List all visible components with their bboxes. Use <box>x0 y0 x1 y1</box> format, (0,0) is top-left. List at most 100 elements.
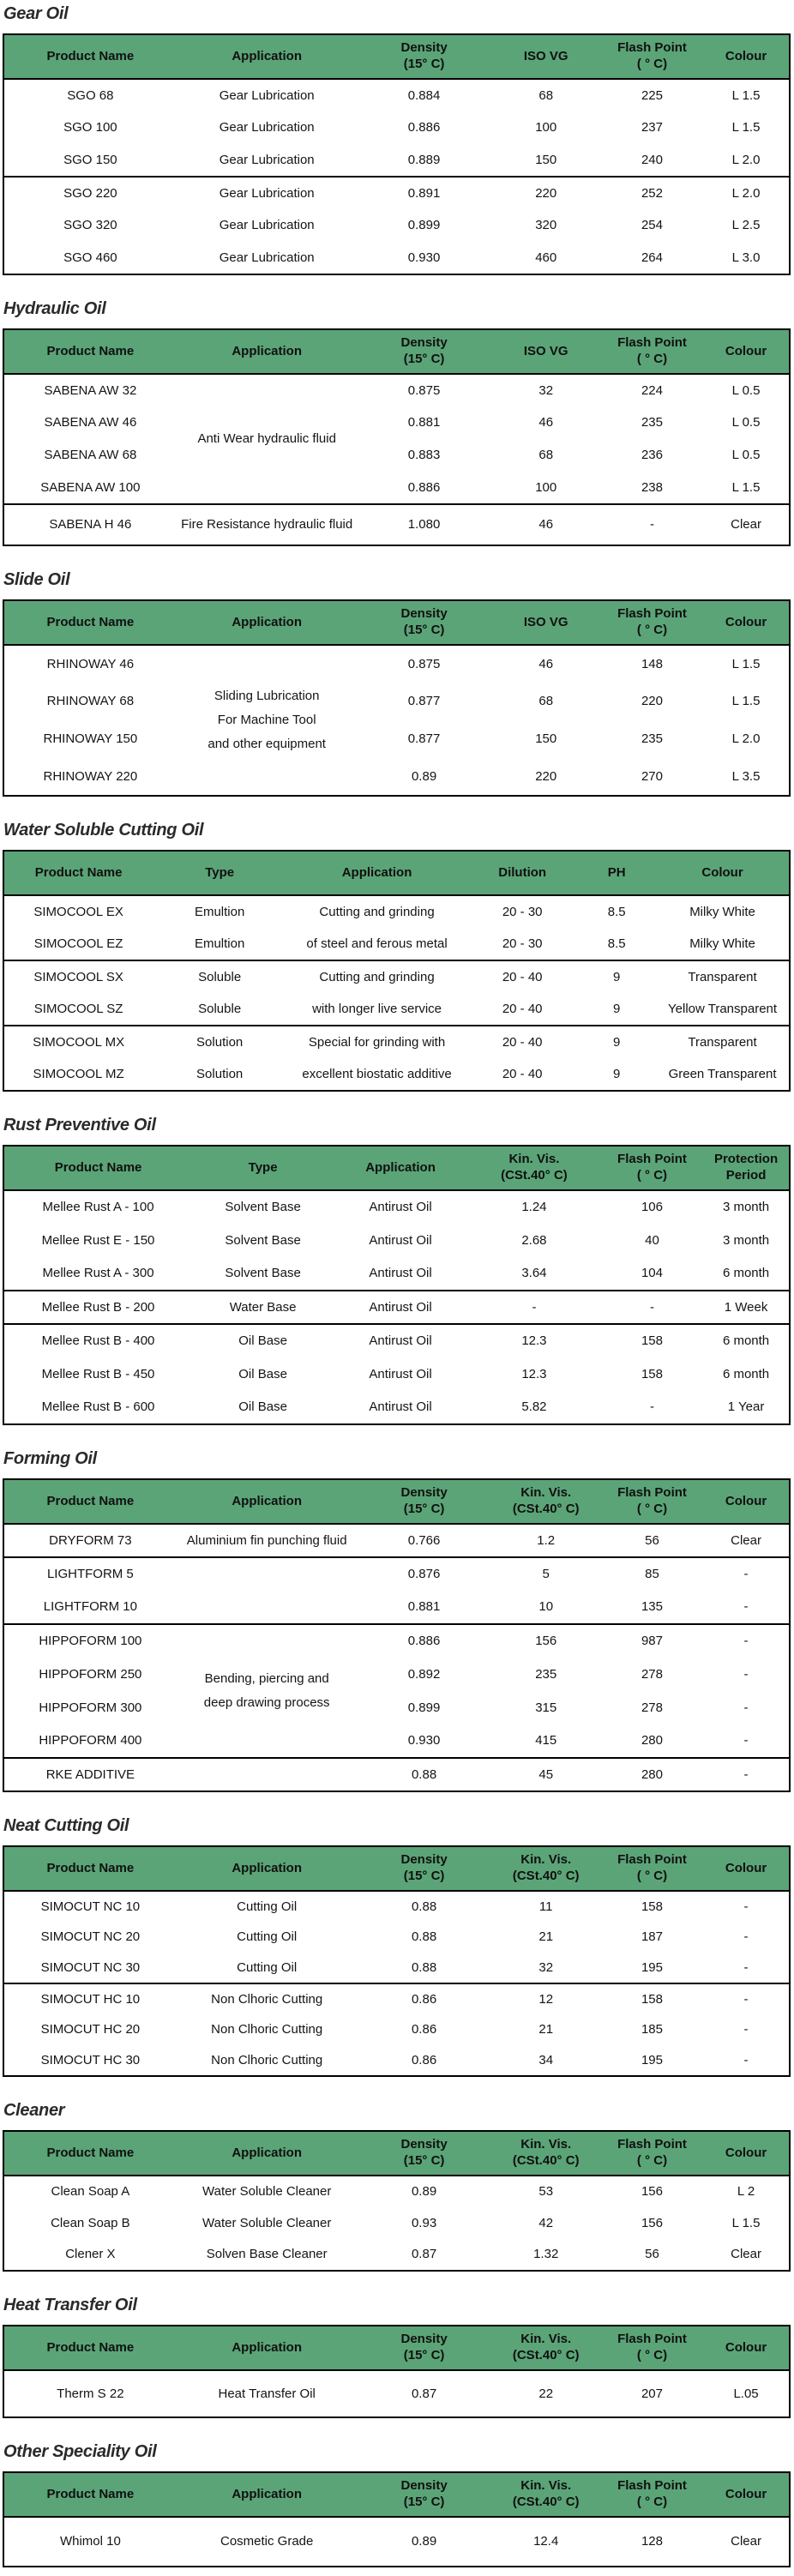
value-cell: 235 <box>641 415 663 430</box>
product-name-cell: SIMOCOOL EX <box>33 904 123 919</box>
table-row: RHINOWAY 220 0.89 220 270 L 3.5 <box>3 758 790 796</box>
value-cell: 158 <box>641 1366 663 1381</box>
product-name-cell: RHINOWAY 220 <box>43 768 138 784</box>
value-cell: Antirust Oil <box>369 1399 432 1415</box>
sections-container: Gear Oil Product Name Application Density (… <box>3 4 791 2567</box>
value-cell: 238 <box>600 472 704 505</box>
value-cell: 0.86 <box>411 1991 437 2007</box>
product-name-cell: SGO 150 <box>3 144 177 178</box>
value-cell <box>177 1557 358 1591</box>
value-cell: 0.892 <box>407 1666 441 1682</box>
section: Water Soluble Cutting Oil Product Name Typ… <box>3 821 791 1092</box>
value-cell: - <box>467 1291 601 1325</box>
value-cell: of steel and ferous metal <box>286 928 467 961</box>
value-cell: - <box>743 1700 749 1715</box>
value-cell: 987 <box>641 1634 663 1649</box>
value-cell: Antirust Oil <box>369 1232 432 1248</box>
value-cell: 0.876 <box>407 1567 441 1582</box>
data-table: Product Name Type Application Dilution PH Col… <box>3 850 791 1092</box>
value-cell: 0.89 <box>411 2534 437 2549</box>
table-row: SGO 100 Gear Lubrication 0.886 100 237 L 1.5 <box>3 111 790 144</box>
column-header: Flash Point ( ° C) <box>600 2326 704 2371</box>
value-cell: 85 <box>645 1567 659 1582</box>
column-header: Flash Point ( ° C) <box>600 1479 704 1525</box>
product-name-cell: Mellee Rust B - 600 <box>41 1399 155 1415</box>
column-header: Application <box>176 2131 358 2176</box>
column-header: Product Name <box>3 1846 177 1892</box>
column-header: Product Name <box>3 600 177 646</box>
product-name-cell: Mellee Rust B - 450 <box>41 1366 155 1381</box>
value-cell: 0.89 <box>411 768 437 784</box>
product-name-cell: Therm S 22 <box>57 2386 124 2401</box>
value-cell: 135 <box>600 1591 704 1625</box>
value-cell: with longer live service <box>286 993 467 1026</box>
value-cell: 0.886 <box>407 120 441 135</box>
value-cell: - <box>743 1929 749 1945</box>
data-table: Product Name Application Density (15° C) Ki… <box>3 1478 791 1792</box>
section: Forming Oil Product Name Application Densit… <box>3 1449 791 1792</box>
product-name-cell: Clean Soap B <box>51 2215 130 2230</box>
value-cell: 235 <box>641 731 663 747</box>
table-row: SIMOCOOL SX Soluble Cutting and grinding 20… <box>3 960 790 993</box>
value-cell: 46 <box>538 656 554 671</box>
column-header: ISO VG <box>490 600 601 646</box>
product-name-cell: SIMOCOOL MX <box>33 1034 125 1050</box>
value-cell: 100 <box>535 120 557 135</box>
column-header: ISO VG <box>490 34 601 80</box>
product-name-cell: RHINOWAY 68 <box>46 694 135 709</box>
value-cell: 3 month <box>722 1200 770 1215</box>
product-name-cell: RHINOWAY 46 <box>46 656 135 671</box>
product-name-cell: SABENA AW 46 <box>44 415 137 430</box>
column-header: Application <box>176 1846 358 1892</box>
product-name-cell: Mellee Rust B - 400 <box>41 1333 155 1349</box>
value-cell: Water Base <box>192 1291 334 1325</box>
product-name-cell: SGO 460 <box>63 250 117 265</box>
value-cell: - <box>600 1291 704 1325</box>
value-cell: 148 <box>641 656 663 671</box>
value-cell: 158 <box>641 1899 663 1914</box>
column-header: Application <box>176 2472 358 2518</box>
value-cell: Yellow Transparent <box>656 993 790 1026</box>
product-name-cell: Clener X <box>65 2247 116 2262</box>
product-name-cell: LIGHTFORM 5 <box>46 1567 134 1582</box>
value-cell: 11 <box>538 1899 553 1914</box>
table-row: Mellee Rust A - 100 Solvent Base Antirust … <box>3 1190 790 1224</box>
column-header: Colour <box>703 1846 790 1892</box>
table-row: RHINOWAY 150 0.877 150 235 L 2.0 <box>3 720 790 758</box>
value-cell: Clear <box>731 2534 761 2549</box>
value-cell: 6 month <box>722 1366 770 1381</box>
table-row: Therm S 22 Heat Transfer Oil 0.87 22 207 L.05 <box>3 2370 790 2417</box>
value-cell: L 1.5 <box>703 472 790 505</box>
column-header: Product Name <box>3 34 177 80</box>
column-header: Product Name <box>3 1146 193 1191</box>
value-cell: Oil Base <box>238 1366 287 1381</box>
value-cell: L 1.5 <box>731 656 761 671</box>
value-cell: 12.3 <box>521 1333 547 1349</box>
value-cell: 156 <box>641 2215 663 2230</box>
value-cell: 20 - 30 <box>502 904 543 919</box>
column-header: Density (15° C) <box>357 1846 491 1892</box>
value-cell: Gear Lubrication <box>219 87 315 103</box>
column-header: Application <box>176 1479 358 1525</box>
value-cell: Solvent Base <box>225 1200 301 1215</box>
table-row: SIMOCUT NC 10 Cutting Oil 0.88 11 158 - <box>3 1891 790 1922</box>
value-cell: 20 - 40 <box>502 969 543 984</box>
value-cell: L 3.0 <box>731 250 761 265</box>
table-row: SIMOCUT HC 10 Non Clhoric Cutting 0.86 12 15… <box>3 1983 790 2014</box>
value-cell: 460 <box>535 250 557 265</box>
value-cell: 53 <box>538 2184 554 2200</box>
value-cell: 0.930 <box>407 250 441 265</box>
table-row: Clean Soap B Water Soluble Cleaner 0.93 42 1… <box>3 2207 790 2239</box>
value-cell: 3.64 <box>467 1257 601 1291</box>
table-row: HIPPOFORM 100 Bending, piercing and deep … <box>3 1624 790 1759</box>
table-row: SIMOCOOL EX Emultion Cutting and grinding 2… <box>3 895 790 928</box>
table-header-row: Product Name Application Density (15° C) Ki… <box>3 2326 790 2371</box>
data-table: Product Name Application Density (15° C) Ki… <box>3 1845 791 2077</box>
value-cell: - <box>743 1766 749 1782</box>
product-name-cell: SIMOCUT NC 30 <box>3 1953 177 1984</box>
value-cell: 278 <box>641 1700 663 1715</box>
data-table: Product Name Application Density (15° C) IS… <box>3 599 791 797</box>
value-cell: 264 <box>641 250 663 265</box>
column-header: Flash Point ( ° C) <box>600 329 704 375</box>
